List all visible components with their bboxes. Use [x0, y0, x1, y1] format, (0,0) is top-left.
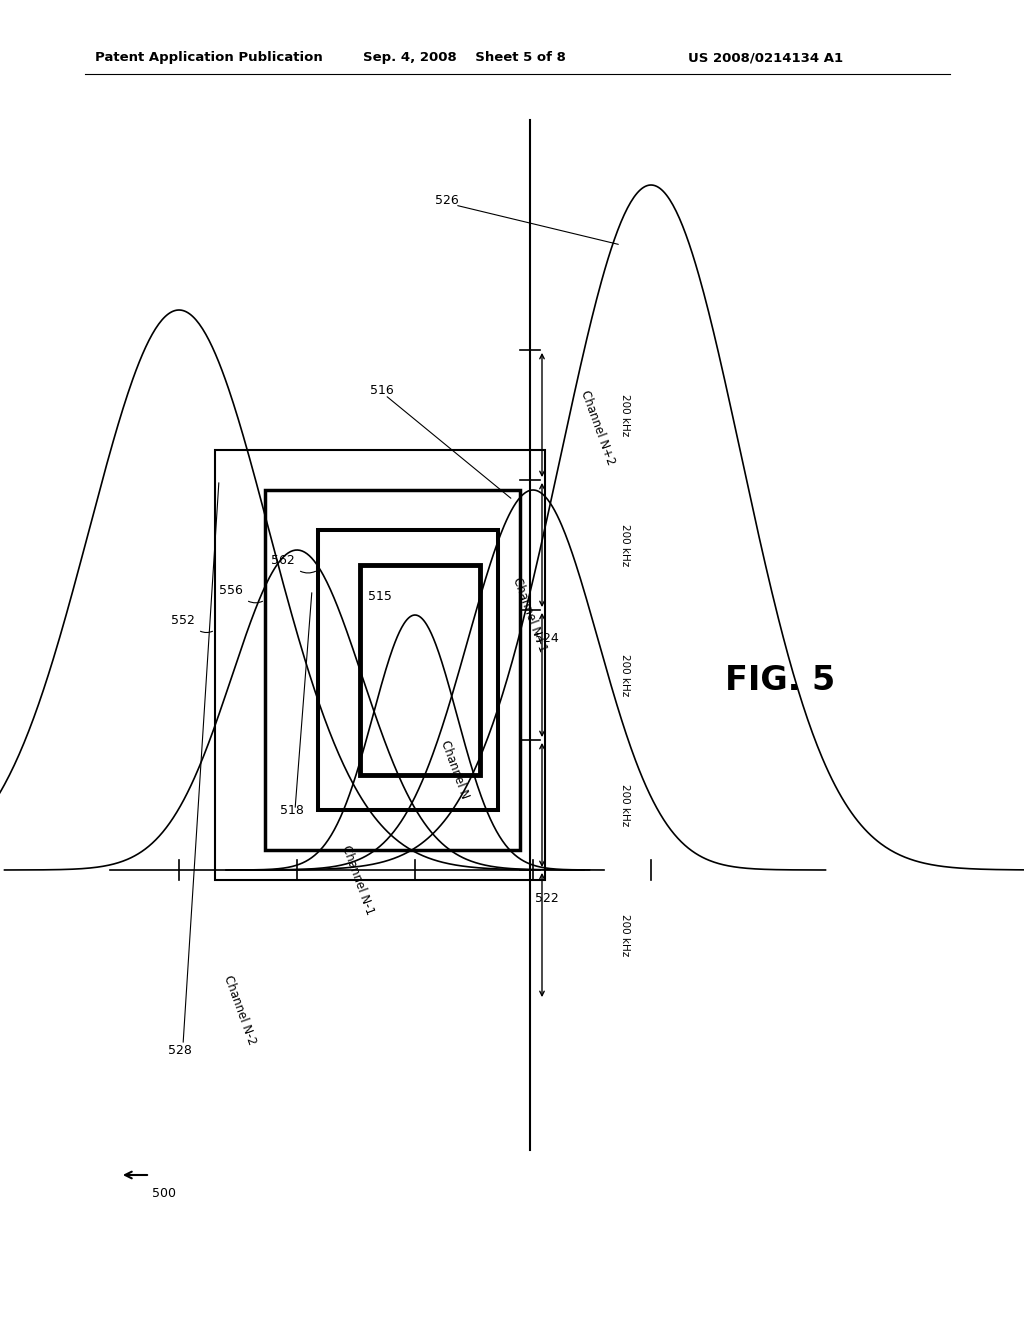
Bar — [318, 531, 498, 810]
Text: 200 kHz: 200 kHz — [620, 393, 630, 436]
Text: 515: 515 — [368, 590, 392, 603]
Bar — [265, 490, 520, 850]
Text: 562: 562 — [271, 553, 295, 566]
Bar — [215, 450, 545, 880]
Text: 518: 518 — [280, 804, 304, 817]
Text: 200 kHz: 200 kHz — [620, 524, 630, 566]
Text: Channel N-2: Channel N-2 — [221, 973, 259, 1047]
Text: 526: 526 — [435, 194, 459, 206]
Text: Channel N+2: Channel N+2 — [579, 389, 617, 467]
Text: 552: 552 — [171, 614, 195, 627]
Text: Channel N-1: Channel N-1 — [339, 843, 377, 916]
Text: 524: 524 — [535, 632, 559, 645]
Text: 516: 516 — [370, 384, 394, 396]
Text: Sep. 4, 2008    Sheet 5 of 8: Sep. 4, 2008 Sheet 5 of 8 — [362, 51, 566, 65]
Text: 528: 528 — [168, 1044, 191, 1056]
Bar — [360, 565, 480, 775]
Text: 556: 556 — [219, 583, 243, 597]
Text: 522: 522 — [535, 892, 559, 906]
Text: US 2008/0214134 A1: US 2008/0214134 A1 — [688, 51, 843, 65]
Text: Patent Application Publication: Patent Application Publication — [95, 51, 323, 65]
Text: Channel N+1: Channel N+1 — [511, 576, 550, 655]
Text: 200 kHz: 200 kHz — [620, 913, 630, 956]
Text: 200 kHz: 200 kHz — [620, 784, 630, 826]
Text: FIG. 5: FIG. 5 — [725, 664, 836, 697]
Text: 500: 500 — [152, 1187, 176, 1200]
Text: Channel N: Channel N — [438, 739, 472, 801]
Text: 200 kHz: 200 kHz — [620, 653, 630, 696]
